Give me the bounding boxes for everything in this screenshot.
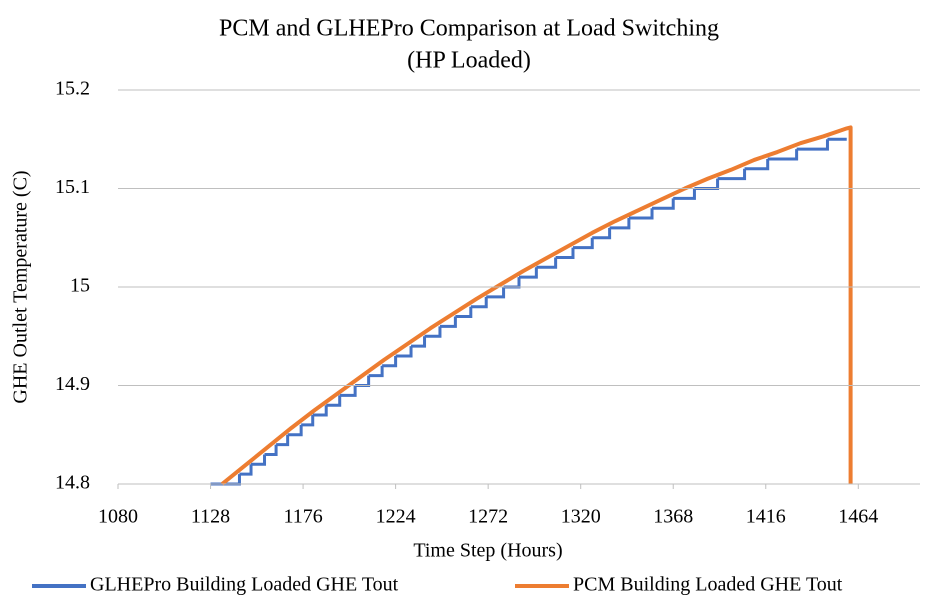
step-segment [796,139,829,151]
y-tick-label: 14.8 [55,472,90,494]
x-tick-label: 1272 [468,506,508,528]
y-axis-label: GHE Outlet Temperature (C) [10,170,32,403]
step-segment [339,385,357,397]
step-segment [382,355,398,368]
step-segment [455,306,473,319]
legend-label: GLHEPro Building Loaded GHE Tout [90,574,399,596]
x-tick-label: 1128 [191,506,230,528]
y-tick-label: 15.2 [55,78,90,100]
step-segment [572,237,594,250]
step-segment [287,424,303,437]
x-tick-label: 1464 [838,506,878,528]
series-line [220,125,853,486]
x-tick-label: 1416 [746,506,786,528]
legend-label: PCM Building Loaded GHE Tout [573,574,843,596]
step-segment [276,434,290,447]
step-segment [395,346,413,358]
step-segment [592,227,612,240]
step-segment [264,444,278,456]
step-segment [470,296,488,309]
step-segment [312,405,328,417]
step-segment [411,336,427,348]
step-segment [673,188,696,200]
step-segment [301,415,315,427]
step-segment [519,267,538,279]
step-segment [767,149,799,161]
x-tick-label: 1224 [376,506,416,528]
step-segment [609,218,631,230]
step-segment [628,208,654,220]
step-segment [536,257,558,269]
step-segment [439,316,457,328]
x-tick-label: 1368 [653,506,693,528]
step-segment [326,395,342,407]
step-segment [652,198,675,210]
step-segment [486,287,506,299]
step-segment [555,247,575,259]
step-segment [239,464,253,476]
plot-area [210,125,853,486]
y-tick-label: 15 [70,275,90,297]
step-segment [717,168,747,181]
x-axis-label: Time Step (Hours) [413,540,562,562]
step-segment [251,454,267,466]
y-tick-label: 14.9 [55,373,90,395]
chart-title: PCM and GLHEPro Comparison at Load Switc… [219,16,719,42]
step-segment [424,326,442,338]
step-segment [744,158,770,171]
x-tick-label: 1320 [561,506,601,528]
y-tick-label: 15.1 [55,176,90,198]
step-segment [368,365,384,378]
x-tick-label: 1176 [283,506,322,528]
x-tick-label: 1080 [98,506,138,528]
chart-subtitle: (HP Loaded) [407,48,531,74]
